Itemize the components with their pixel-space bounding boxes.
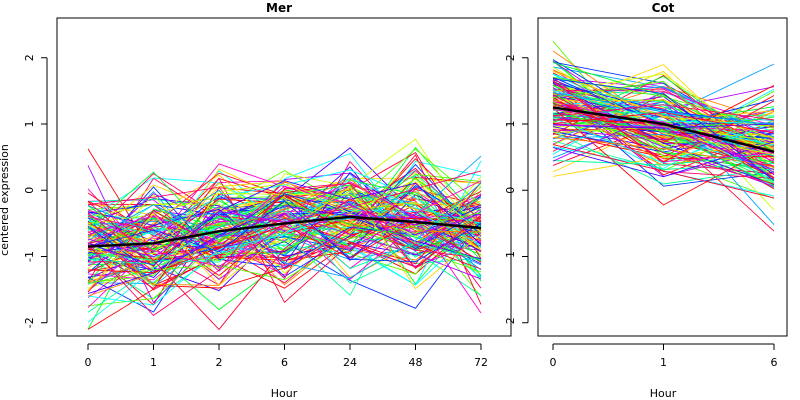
series-line xyxy=(552,90,775,151)
series-line xyxy=(87,199,482,286)
series-line xyxy=(87,204,482,258)
series-line xyxy=(87,210,482,270)
x-tick-label: 1 xyxy=(660,356,667,369)
series-line xyxy=(87,184,482,239)
plot-frame xyxy=(537,17,788,337)
x-tick-label: 0 xyxy=(550,356,557,369)
series-line xyxy=(552,114,775,159)
y-tick-label: -1 xyxy=(23,251,36,262)
series-line xyxy=(552,137,775,168)
series-line xyxy=(552,133,775,171)
series-line xyxy=(552,62,775,152)
series-line xyxy=(87,160,482,280)
y-tick-label: -2 xyxy=(23,317,36,328)
y-axis: -2 -1 0 1 2 xyxy=(504,54,529,328)
panel-title: Cot xyxy=(652,1,675,15)
x-tick-label: 0 xyxy=(85,356,92,369)
series-line xyxy=(87,182,482,316)
series-line xyxy=(552,110,775,184)
series-line xyxy=(552,80,775,163)
mean-trend-line xyxy=(87,215,482,248)
y-tick-label: 0 xyxy=(504,187,517,194)
x-tick-label: 1 xyxy=(150,356,157,369)
y-axis-label: centered expression xyxy=(0,144,11,256)
y-tick-label: -1 xyxy=(504,251,517,262)
series-line xyxy=(87,180,482,266)
series-line xyxy=(87,200,482,263)
x-tick-label: 6 xyxy=(771,356,778,369)
series-line xyxy=(552,89,775,125)
y-axis: -2 -1 0 1 2 xyxy=(23,54,48,328)
series-line xyxy=(552,104,775,162)
series-lines xyxy=(87,138,482,331)
series-line xyxy=(87,177,482,304)
series-line xyxy=(87,169,482,248)
series-line xyxy=(552,82,775,186)
mean-trend-line xyxy=(552,106,775,153)
series-line xyxy=(87,177,482,306)
series-line xyxy=(87,177,482,286)
panel-title: Mer xyxy=(266,1,292,15)
series-line xyxy=(87,206,482,276)
series-line xyxy=(87,212,482,285)
panel-cot: Cot 0 1 6 -2 -1 0 1 2 Hour xyxy=(504,1,788,400)
y-tick-label: -2 xyxy=(504,317,517,328)
x-tick-label: 48 xyxy=(409,356,423,369)
series-line xyxy=(87,186,482,292)
series-line xyxy=(552,61,775,145)
series-line xyxy=(552,111,775,134)
series-line xyxy=(87,158,482,270)
series-line xyxy=(87,163,482,279)
series-line xyxy=(87,219,482,274)
x-axis-label: Hour xyxy=(271,387,298,400)
y-tick-label: 0 xyxy=(23,187,36,194)
series-line xyxy=(552,141,775,178)
series-line xyxy=(552,93,775,164)
plot-frame xyxy=(56,17,512,337)
series-line xyxy=(87,197,482,331)
series-line xyxy=(87,170,482,267)
series-line xyxy=(552,107,775,206)
series-line xyxy=(552,117,775,164)
x-axis: 0 1 2 6 24 48 72 xyxy=(85,343,488,369)
series-line xyxy=(87,178,482,287)
y-tick-label: 1 xyxy=(504,121,517,128)
series-line xyxy=(552,128,775,232)
series-line xyxy=(552,94,775,185)
series-line xyxy=(552,153,775,166)
panel-mer: Mer 0 1 2 6 24 48 72 -2 -1 0 1 2 Hour xyxy=(23,1,512,400)
x-tick-label: 2 xyxy=(216,356,223,369)
series-line xyxy=(552,144,775,199)
series-line xyxy=(87,181,482,314)
series-line xyxy=(552,84,775,143)
x-axis: 0 1 6 xyxy=(550,343,778,369)
x-tick-label: 24 xyxy=(343,356,357,369)
series-line xyxy=(87,138,482,280)
x-tick-label: 6 xyxy=(281,356,288,369)
series-line xyxy=(87,187,482,311)
series-lines xyxy=(552,40,775,232)
series-line xyxy=(87,181,482,293)
series-line xyxy=(87,173,482,251)
x-tick-label: 72 xyxy=(474,356,488,369)
y-tick-label: 2 xyxy=(23,54,36,61)
series-line xyxy=(87,182,482,279)
series-line xyxy=(87,180,482,267)
x-axis-label: Hour xyxy=(650,387,677,400)
y-tick-label: 1 xyxy=(23,121,36,128)
series-line xyxy=(552,124,775,171)
series-line xyxy=(87,212,482,280)
series-line xyxy=(552,88,775,117)
series-line xyxy=(87,227,482,279)
series-line xyxy=(87,181,482,269)
series-line xyxy=(552,77,775,175)
series-line xyxy=(87,180,482,254)
series-line xyxy=(87,185,482,247)
series-line xyxy=(87,193,482,256)
y-tick-label: 2 xyxy=(504,54,517,61)
series-line xyxy=(552,78,775,181)
